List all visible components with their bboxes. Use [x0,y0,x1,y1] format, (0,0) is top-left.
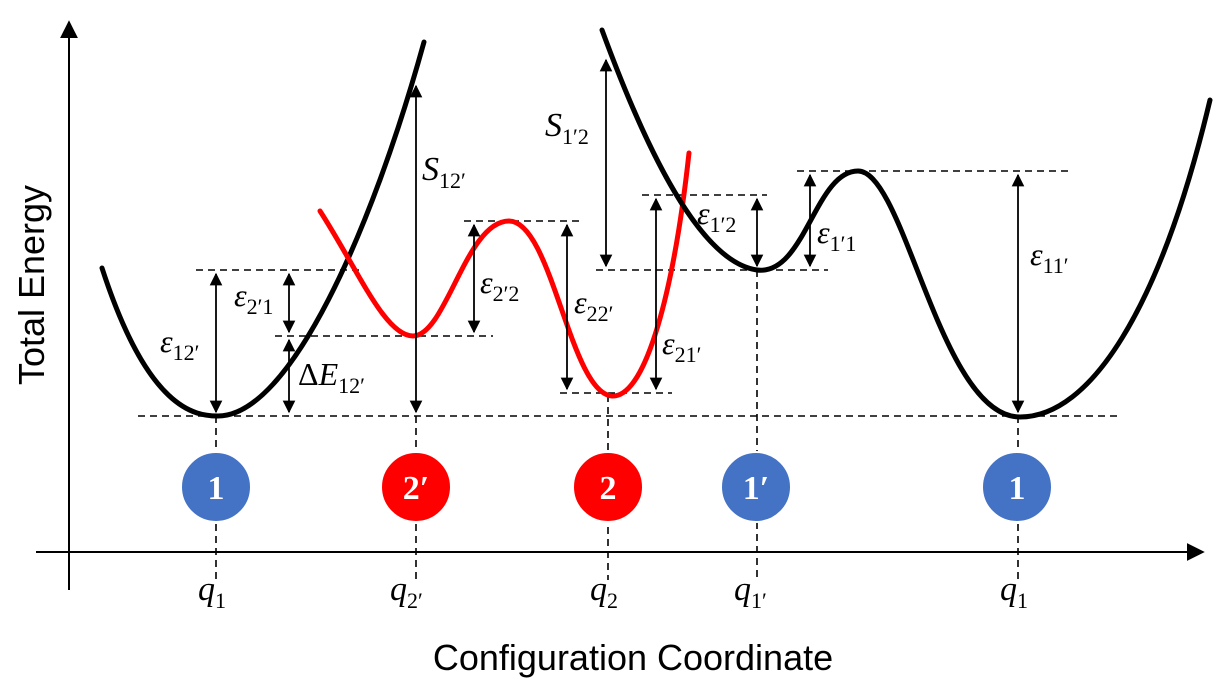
label-s-1p2: S1′2 [545,107,589,149]
label-eps-22p: ε22′ [574,284,613,326]
coord-label-q1-left: q1 [198,571,226,613]
coord-label-q2: q2 [590,571,618,613]
label-delta-e-12p: ΔE12′ [298,356,365,398]
state-marker-1-right: 1 [981,451,1053,523]
svg-text:2′: 2′ [403,470,430,507]
state-marker-2: 2 [572,451,644,523]
potential-curve-state-1-left [99,39,427,419]
label-eps-2p1: ε2′1 [234,277,273,319]
state-markers: 1 2′ 2 1′ 1 [180,451,1053,523]
label-eps-11p: ε11′ [1030,236,1069,278]
label-eps-12p: ε12′ [160,323,199,365]
svg-text:2: 2 [600,470,617,507]
state-marker-2p: 2′ [380,451,452,523]
potential-curve-state-1-right [599,27,1213,420]
reference-lines [138,170,1120,417]
energy-labels: ε12′ ε2′1 ΔE12′ S12′ ε2′2 ε22′ S1′2 ε21′… [160,107,1069,398]
coordinate-labels: q1 q2′ q2 q1′ q1 [198,571,1028,613]
state-marker-1-left: 1 [180,451,252,523]
coord-label-q2p: q2′ [390,571,423,613]
label-eps-1p2: ε1′2 [697,195,736,237]
svg-text:1′: 1′ [743,470,770,507]
energy-arrows [209,58,1025,414]
svg-text:1: 1 [208,470,225,507]
state-marker-1p: 1′ [720,451,792,523]
coordinate-drop-lines [215,270,1019,580]
label-eps-1p1: ε1′1 [817,214,856,256]
coord-label-q1p: q1′ [734,571,767,613]
potential-curve-state-2 [317,150,692,399]
coord-label-q1-right: q1 [1000,571,1028,613]
svg-text:1: 1 [1009,470,1026,507]
label-s-12p: S12′ [422,151,466,193]
label-eps-2p2: ε2′2 [480,264,519,306]
y-axis-title: Total Energy [11,185,52,385]
label-eps-21p: ε21′ [662,325,701,367]
x-axis-title: Configuration Coordinate [433,637,833,678]
